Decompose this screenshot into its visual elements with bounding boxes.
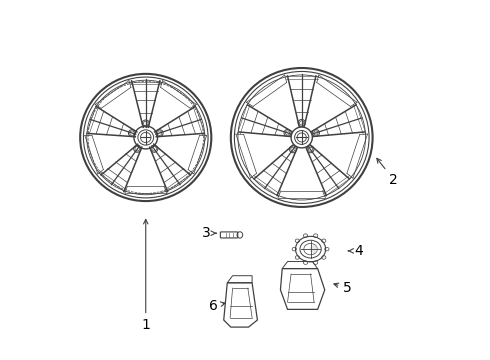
Text: 3: 3	[202, 226, 216, 240]
Text: 4: 4	[348, 244, 363, 258]
Text: 1: 1	[141, 220, 150, 332]
Text: 2: 2	[377, 158, 398, 187]
Text: 6: 6	[209, 299, 225, 313]
Ellipse shape	[310, 245, 318, 253]
Text: 5: 5	[334, 281, 352, 295]
